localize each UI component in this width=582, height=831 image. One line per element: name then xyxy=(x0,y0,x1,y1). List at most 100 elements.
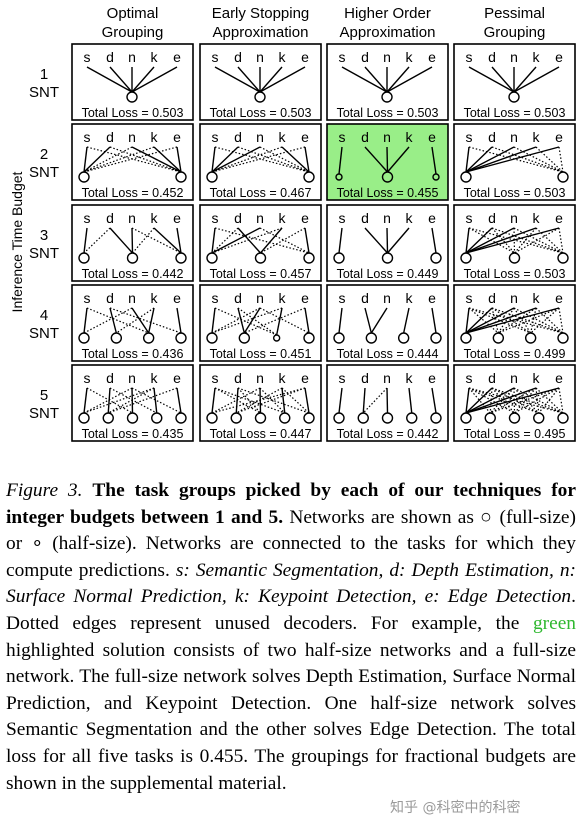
used-decoder-edge xyxy=(109,66,133,93)
total-loss-label: Total Loss = 0.452 xyxy=(82,186,184,200)
total-loss-label: Total Loss = 0.447 xyxy=(210,427,312,441)
used-decoder-edge xyxy=(153,146,182,173)
unused-decoder-edge xyxy=(236,387,306,414)
used-decoder-edge xyxy=(83,227,88,254)
row-header-unit: SNT xyxy=(29,405,59,422)
unused-decoder-edge xyxy=(558,307,564,334)
task-letter: n xyxy=(256,370,264,386)
row-header-unit: SNT xyxy=(29,245,59,262)
task-letter: e xyxy=(301,49,309,65)
task-letter: n xyxy=(383,210,391,226)
task-letter: n xyxy=(256,129,264,145)
used-decoder-edge xyxy=(211,227,261,254)
unused-decoder-edge xyxy=(86,146,182,173)
full-size-network xyxy=(78,252,90,264)
full-size-network xyxy=(460,332,472,344)
task-letter: d xyxy=(234,290,242,306)
task-letter: d xyxy=(234,370,242,386)
caption-text-4: . Dotted edges represent unused decoders… xyxy=(6,586,576,634)
task-letter: d xyxy=(106,49,114,65)
task-letter: s xyxy=(212,290,219,306)
full-size-network xyxy=(78,412,90,424)
used-decoder-edge xyxy=(176,227,182,254)
full-size-network xyxy=(381,252,394,264)
watermark: 知乎 @科密中的科密 xyxy=(390,800,521,816)
used-decoder-edge xyxy=(176,387,182,414)
full-size-network xyxy=(279,412,291,424)
task-letter: n xyxy=(510,49,518,65)
used-decoder-edge xyxy=(109,307,118,334)
used-decoder-edge xyxy=(431,146,437,175)
total-loss-label: Total Loss = 0.435 xyxy=(82,427,184,441)
used-decoder-edge xyxy=(386,66,433,93)
full-size-network xyxy=(430,412,442,424)
caption-text-1: Networks are shown as xyxy=(283,506,481,528)
task-letter: s xyxy=(212,129,219,145)
full-size-network xyxy=(206,252,218,264)
cell-frame xyxy=(199,123,322,201)
used-decoder-edge xyxy=(465,146,515,173)
task-letter: k xyxy=(151,129,159,145)
full-size-network xyxy=(557,412,569,424)
unused-decoder-edge xyxy=(491,387,515,414)
task-letter: d xyxy=(106,370,114,386)
full-size-network xyxy=(254,412,267,424)
total-loss-label: Total Loss = 0.503 xyxy=(210,106,312,120)
full-size-network xyxy=(175,252,187,264)
used-decoder-edge xyxy=(431,387,437,414)
full-size-network xyxy=(303,332,315,344)
unused-decoder-edge xyxy=(514,387,560,414)
row-header-number: 2 xyxy=(40,146,48,163)
used-decoder-edge xyxy=(465,387,493,414)
unused-decoder-edge xyxy=(260,227,306,254)
used-decoder-edge xyxy=(281,146,310,173)
used-decoder-edge xyxy=(237,227,262,254)
full-size-network xyxy=(78,171,90,183)
used-decoder-edge xyxy=(237,307,246,334)
used-decoder-edge xyxy=(131,66,155,93)
task-letter: n xyxy=(510,290,518,306)
task-letter: k xyxy=(406,129,414,145)
full-size-network xyxy=(557,332,569,344)
used-decoder-edge xyxy=(83,146,88,173)
unused-decoder-edge xyxy=(468,146,564,173)
half-size-network xyxy=(432,173,440,181)
task-letter: k xyxy=(279,370,287,386)
grid-cell: s d n k e Total Loss = 0.495 xyxy=(453,364,576,442)
total-loss-label: Total Loss = 0.444 xyxy=(337,347,439,361)
unused-decoder-edge xyxy=(86,387,133,414)
task-letter: n xyxy=(128,49,136,65)
full-size-network xyxy=(557,252,569,264)
unused-decoder-edge xyxy=(530,307,537,334)
caption-label: Figure 3. xyxy=(6,480,83,501)
task-letter: k xyxy=(279,290,287,306)
half-size-network xyxy=(335,173,343,181)
used-decoder-edge xyxy=(362,387,366,414)
used-decoder-edge xyxy=(386,146,410,173)
used-decoder-edge xyxy=(386,146,389,173)
full-size-network xyxy=(508,252,521,264)
used-decoder-edge xyxy=(83,307,88,334)
unused-decoder-edge xyxy=(259,146,310,173)
task-letter: n xyxy=(256,49,264,65)
unused-decoder-edge xyxy=(281,387,310,414)
used-decoder-edge xyxy=(131,66,178,93)
used-decoder-edge xyxy=(259,66,283,93)
full-size-network xyxy=(102,412,114,424)
unused-decoder-edge xyxy=(116,307,155,334)
full-size-network xyxy=(175,412,187,424)
used-decoder-edge xyxy=(214,66,261,93)
unused-decoder-edge xyxy=(491,307,499,334)
task-letter: k xyxy=(151,210,159,226)
used-decoder-edge xyxy=(431,227,437,254)
full-size-network xyxy=(303,412,315,424)
used-decoder-edge xyxy=(153,227,182,254)
used-decoder-edge xyxy=(364,227,389,254)
full-size-network xyxy=(303,171,315,183)
task-letter: k xyxy=(406,49,414,65)
task-letter: s xyxy=(84,370,91,386)
unused-decoder-edge xyxy=(237,387,261,414)
total-loss-label: Total Loss = 0.457 xyxy=(210,267,312,281)
unused-decoder-edge xyxy=(489,387,493,414)
task-letter: s xyxy=(212,210,219,226)
